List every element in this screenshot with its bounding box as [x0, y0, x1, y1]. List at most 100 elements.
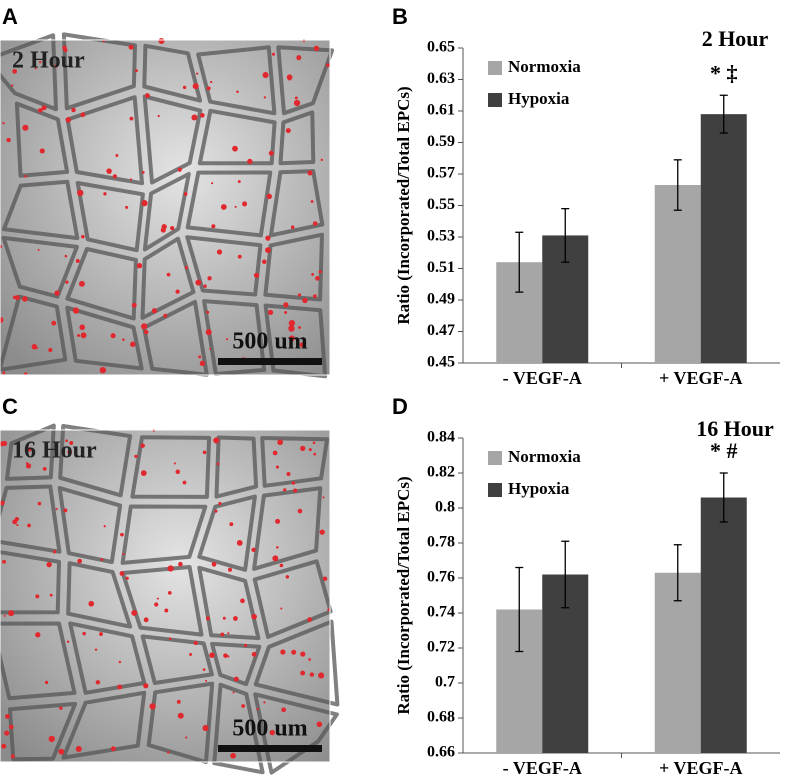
red-dot: [66, 640, 70, 643]
red-dot: [49, 593, 53, 597]
red-dot: [233, 616, 238, 621]
red-dot: [141, 200, 148, 207]
y-tick-label: 0.65: [427, 39, 455, 56]
red-dot: [184, 266, 189, 270]
red-dot: [64, 254, 68, 258]
red-dot: [6, 137, 11, 143]
red-dot: [275, 518, 281, 524]
red-dot: [77, 189, 84, 197]
red-dot: [166, 272, 171, 277]
red-dot: [307, 170, 313, 176]
red-dot: [154, 602, 159, 607]
red-dot: [3, 614, 6, 617]
legend-swatch: [488, 483, 502, 497]
red-dot: [46, 561, 52, 568]
image-clip-border: [0, 39, 331, 376]
red-dot: [280, 649, 286, 655]
y-tick-label: 0.66: [427, 744, 455, 761]
panel-letter: A: [2, 4, 18, 29]
red-dot: [262, 72, 269, 79]
red-dot: [141, 170, 145, 174]
red-dot: [131, 609, 138, 616]
red-dot: [0, 245, 3, 249]
cell-loop: [14, 101, 70, 178]
y-tick-label: 0.84: [427, 429, 455, 446]
red-dot: [166, 750, 170, 754]
red-dot: [320, 158, 323, 162]
red-dot: [237, 180, 241, 184]
red-dot: [144, 93, 150, 99]
red-dot: [149, 703, 156, 710]
red-dot: [110, 333, 116, 339]
red-dot: [122, 553, 125, 556]
error-bar: [561, 540, 570, 609]
red-dot: [227, 632, 230, 635]
y-tick-label: 0.53: [427, 228, 455, 245]
panel-letter: B: [392, 4, 408, 29]
cell-loop: [142, 43, 202, 103]
red-dot: [52, 549, 57, 554]
red-dot: [288, 335, 295, 342]
red-dot: [287, 77, 292, 81]
red-dot: [253, 272, 260, 278]
red-dot: [205, 616, 210, 621]
red-dot: [99, 632, 103, 636]
red-dot: [322, 496, 325, 499]
scale-bar: [218, 358, 322, 365]
red-dot: [48, 347, 53, 353]
cell-loop: [65, 247, 138, 321]
red-dot: [94, 648, 98, 651]
red-dot: [310, 200, 314, 203]
red-dot: [120, 532, 124, 537]
red-dot: [25, 463, 32, 469]
red-dot: [35, 632, 41, 638]
red-dot: [202, 668, 206, 671]
x-tick-label: + VEGF-A: [659, 758, 742, 778]
red-dot: [300, 651, 306, 657]
legend-label: Hypoxia: [508, 479, 570, 498]
cell-loop: [210, 641, 262, 687]
red-dot: [195, 279, 202, 286]
panel-letter: C: [2, 394, 18, 419]
cell-loop: [185, 170, 273, 238]
red-dot: [72, 307, 80, 314]
scale-bar: [218, 745, 322, 752]
legend-label: Normoxia: [508, 447, 581, 466]
red-dot: [168, 637, 172, 641]
red-dot: [223, 653, 228, 658]
red-dot: [234, 205, 237, 208]
red-dot: [327, 608, 330, 611]
red-dot: [256, 707, 259, 711]
red-dot: [75, 259, 80, 263]
red-dot: [128, 44, 134, 50]
red-dot: [54, 290, 60, 296]
red-dot: [88, 600, 95, 607]
cell-loop: [1, 179, 80, 241]
red-dot: [227, 567, 233, 572]
red-dot: [63, 508, 68, 513]
red-dot: [205, 679, 208, 682]
red-dot: [99, 366, 107, 374]
red-dot: [65, 117, 72, 123]
cell-loop: [68, 621, 147, 695]
red-dot: [269, 729, 275, 736]
red-dot: [157, 114, 160, 118]
red-dot: [218, 501, 222, 506]
red-dot: [202, 450, 207, 455]
cell-loop: [1, 235, 79, 299]
cell-loop: [140, 634, 214, 685]
red-dot: [242, 201, 248, 207]
red-dot: [272, 450, 278, 456]
red-dot: [131, 302, 137, 308]
cell-loop: [65, 95, 144, 186]
red-dot: [34, 67, 37, 70]
red-dot: [158, 37, 165, 45]
cell-network: [0, 32, 335, 379]
legend-label: Normoxia: [508, 57, 581, 76]
red-dot: [189, 653, 192, 656]
error-bar: [561, 207, 570, 263]
red-dot: [129, 116, 134, 121]
red-dot: [312, 294, 317, 299]
red-dot: [14, 516, 20, 522]
red-dot: [214, 509, 218, 513]
